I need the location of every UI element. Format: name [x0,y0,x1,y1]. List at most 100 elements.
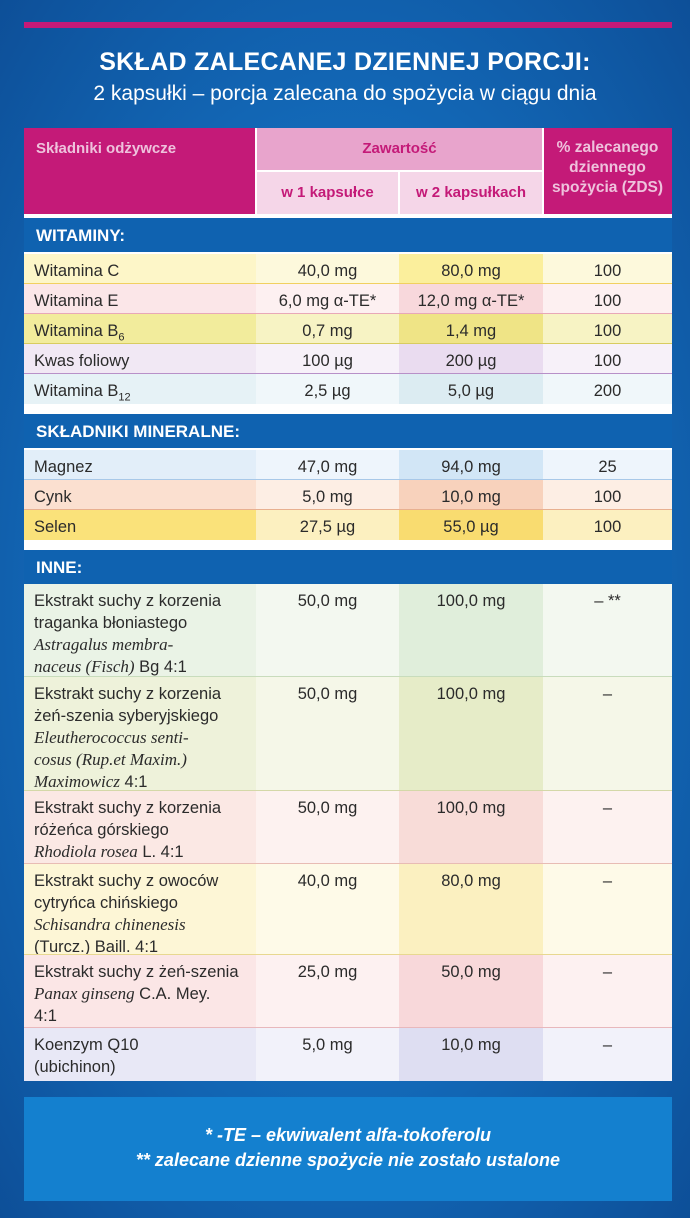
ingredient-description: Ekstrakt suchy z korzenia traganka błoni… [24,584,256,676]
latin-name: Schisandra chinenesis [34,915,186,934]
footnote-alpha-te: * -TE – ekwiwalent alfa-tokoferolu [204,1125,492,1145]
amount-one: 40,0 mg [256,864,399,954]
amount-two: 10,0 mg [399,480,543,510]
amount-one: 27,5 µg [256,510,399,540]
amount-one: 50,0 mg [256,791,399,863]
footnotes-box: * -TE – ekwiwalent alfa-tokoferolu ** za… [24,1097,672,1201]
row-divider [24,790,672,791]
table-row: Witamina C 40,0 mg 80,0 mg 100 [24,254,672,284]
ratio-text: Bg 4:1 [134,658,187,676]
amount-one: 0,7 mg [256,314,399,344]
row-divider [24,283,672,284]
header-nutrients: Składniki odżywcze [24,128,256,214]
amount-two: 200 µg [399,344,543,374]
row-divider [24,373,672,374]
table-row: Ekstrakt suchy z korzenia traganka błoni… [24,584,672,676]
latin-name: Eleutherococcus senti- [34,728,189,747]
header-one-capsule: w 1 kapsułce [256,170,399,214]
table-row: Ekstrakt suchy z korzenia różeńca górski… [24,791,672,863]
amount-two: 80,0 mg [399,254,543,284]
ingredient-line: (ubichinon) [34,1058,116,1076]
ingredient-line: Ekstrakt suchy z owoców [34,872,219,890]
ingredient-line: Ekstrakt suchy z korzenia [34,799,222,817]
row-divider [24,479,672,480]
row-divider [24,676,672,677]
nutrient-name: Selen [24,510,256,540]
header-rdi-line: dziennego [569,159,646,176]
header-rdi-line: spożycia (ZDS) [551,179,664,196]
section-other: INNE: [24,550,672,584]
header-content: Zawartość [256,128,543,170]
page-title: SKŁAD ZALECANEJ DZIENNEJ PORCJI: [99,48,591,76]
ingredient-line: Panax ginseng C.A. Mey. [34,983,256,1005]
ingredient-line: Koenzym Q10 [34,1036,139,1054]
section-minerals: SKŁADNIKI MINERALNE: [24,414,672,448]
table-row: Ekstrakt suchy z żeń-szenia Panax ginsen… [24,955,672,1027]
amount-one: 2,5 µg [256,374,399,404]
table-row: Witamina B6 0,7 mg 1,4 mg 100 [24,314,672,344]
rdi-value: 100 [543,480,672,510]
rdi-value: – [543,1028,672,1081]
vitamin-b6-label: Witamina B [34,322,119,340]
rdi-value: 100 [543,254,672,284]
rdi-value: 25 [543,450,672,480]
top-accent-bar [24,22,672,28]
rdi-value: – [543,791,672,863]
amount-two: 94,0 mg [399,450,543,480]
table-row: Ekstrakt suchy z korzenia żeń-szenia syb… [24,677,672,793]
table-row: Selen 27,5 µg 55,0 µg 100 [24,510,672,540]
amount-two: 10,0 mg [399,1028,543,1081]
ingredient-line: Maximowicz 4:1 [34,771,256,793]
composition-table: Składniki odżywcze Zawartość w 1 kapsułc… [24,128,672,1081]
page-subtitle: 2 kapsułki – porcja zalecana do spożycia… [93,82,597,105]
table-row: Kwas foliowy 100 µg 200 µg 100 [24,344,672,374]
rdi-value: – [543,864,672,954]
nutrient-name: Cynk [24,480,256,510]
table-row: Koenzym Q10 (ubichinon) 5,0 mg 10,0 mg – [24,1028,672,1081]
nutrient-name: Witamina B12 [24,374,256,404]
amount-one: 47,0 mg [256,450,399,480]
header-two-capsules: w 2 kapsułkach [399,170,543,214]
row-divider [24,863,672,864]
latin-name: cosus (Rup.et Maxim.) [34,750,187,769]
amount-one: 6,0 mg α-TE* [256,284,399,314]
amount-one: 5,0 mg [256,1028,399,1081]
ingredient-line: różeńca górskiego [34,821,169,839]
rdi-value: – [543,677,672,790]
rdi-value: 100 [543,314,672,344]
amount-one: 50,0 mg [256,584,399,676]
row-divider [24,343,672,344]
ingredient-line: 4:1 [34,1007,57,1025]
author-text: C.A. Mey. [134,985,211,1003]
vitamin-b6-subscript: 6 [118,331,125,344]
ingredient-line: Ekstrakt suchy z korzenia [34,685,222,703]
rdi-value: 100 [543,510,672,540]
ingredient-line: traganka błoniastego [34,614,188,632]
ingredient-description: Ekstrakt suchy z korzenia żeń-szenia syb… [24,677,256,793]
rdi-value: 100 [543,344,672,374]
latin-name: Panax ginseng [34,984,135,1003]
ingredient-line: Ekstrakt suchy z żeń-szenia [34,963,239,981]
footnote-rdi-not-set: ** zalecane dzienne spożycie nie zostało… [135,1150,561,1170]
ingredient-line: Rhodiola rosea L. 4:1 [34,841,256,863]
amount-two: 50,0 mg [399,955,543,1027]
row-divider [24,313,672,314]
amount-one: 25,0 mg [256,955,399,1027]
latin-name: naceus (Fisch) [34,657,135,676]
amount-two: 100,0 mg [399,791,543,863]
row-divider [24,954,672,955]
rdi-value: – ** [543,584,672,676]
vitamin-b12-subscript: 12 [118,391,131,404]
section-vitamins: WITAMINY: [24,218,672,252]
ingredient-line: naceus (Fisch) Bg 4:1 [34,656,256,678]
nutrient-name: Magnez [24,450,256,480]
ingredient-line: (Turcz.) Baill. 4:1 [34,938,159,956]
amount-one: 5,0 mg [256,480,399,510]
nutrient-name: Kwas foliowy [24,344,256,374]
amount-two: 100,0 mg [399,677,543,790]
header-divider [256,170,543,172]
ratio-text: L. 4:1 [137,843,184,861]
ingredient-line: cytryńca chińskiego [34,894,178,912]
ingredient-description: Ekstrakt suchy z korzenia różeńca górski… [24,791,256,863]
row-divider [24,509,672,510]
